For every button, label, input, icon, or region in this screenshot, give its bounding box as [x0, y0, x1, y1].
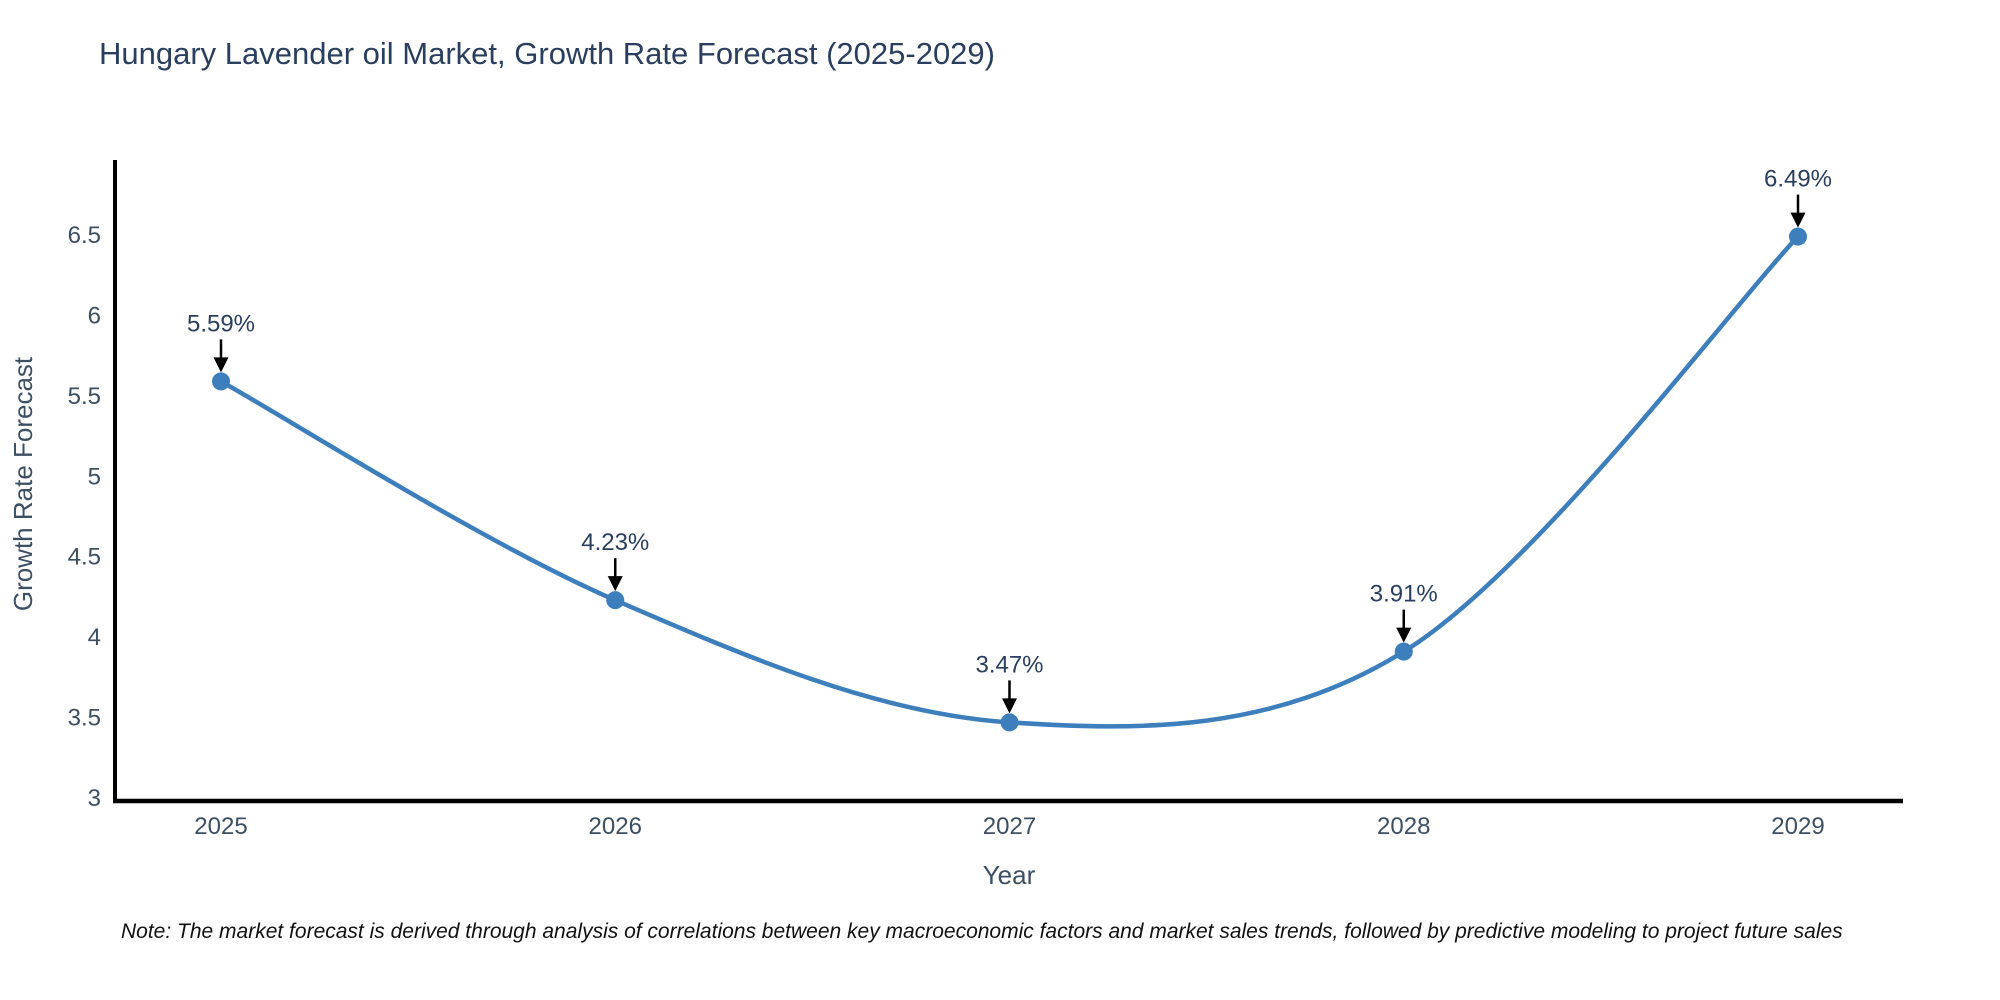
data-point-marker: [1789, 227, 1807, 246]
annotation-arrow-head: [1396, 627, 1412, 643]
data-point-marker: [1000, 713, 1019, 732]
annotation-arrow-head: [1790, 212, 1806, 228]
x-tick-label: 2028: [1377, 813, 1430, 840]
chart-title: Hungary Lavender oil Market, Growth Rate…: [99, 36, 995, 71]
y-tick-label: 3.5: [68, 705, 101, 732]
annotation-label: 3.47%: [975, 651, 1043, 678]
x-tick-label: 2027: [983, 813, 1036, 840]
data-point-marker: [212, 372, 230, 391]
annotation-label: 6.49%: [1764, 166, 1832, 193]
annotation-label: 3.91%: [1370, 581, 1438, 608]
y-axis-title: Growth Rate Forecast: [8, 356, 38, 611]
x-tick-label: 2026: [589, 813, 642, 840]
y-tick-label: 4: [88, 624, 101, 651]
y-tick-label: 4.5: [68, 544, 101, 571]
annotation-label: 4.23%: [581, 529, 649, 556]
y-tick-label: 5.5: [68, 383, 101, 410]
data-point-marker: [1394, 642, 1413, 661]
y-tick-label: 5: [88, 463, 101, 490]
x-axis-title: Year: [983, 860, 1036, 890]
footnote: Note: The market forecast is derived thr…: [121, 920, 1843, 943]
y-tick-label: 3: [88, 785, 101, 812]
data-point-marker: [606, 591, 625, 610]
x-tick-label: 2029: [1771, 813, 1824, 840]
y-tick-label: 6: [88, 302, 101, 329]
y-tick-label: 6.5: [68, 222, 101, 249]
series-line: [218, 234, 1801, 729]
x-tick-label: 2025: [194, 813, 247, 840]
annotation-label: 5.59%: [187, 310, 255, 337]
annotation-arrow-head: [1002, 698, 1017, 714]
annotation-arrow-head: [607, 576, 623, 592]
annotation-arrow-head: [213, 357, 229, 373]
